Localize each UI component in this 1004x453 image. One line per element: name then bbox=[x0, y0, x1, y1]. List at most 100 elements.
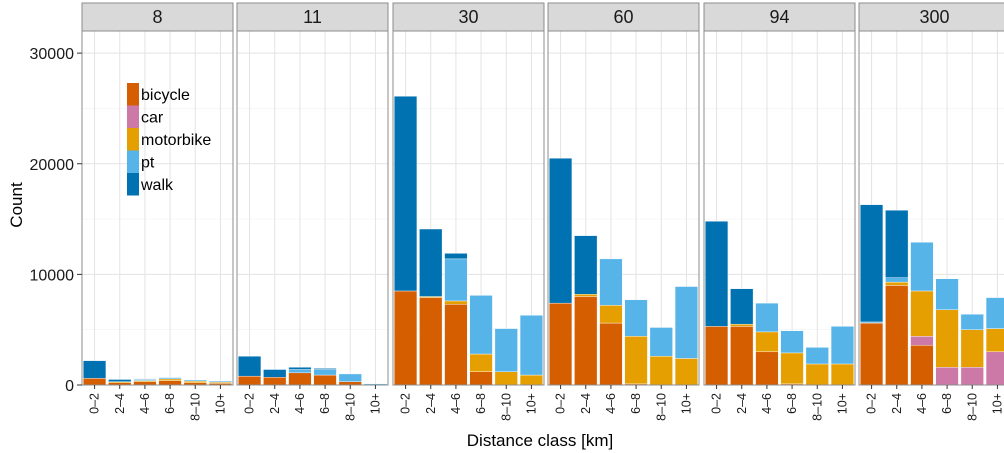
bar-bicycle-11-3 bbox=[313, 374, 337, 386]
bar-bicycle-60-2 bbox=[599, 322, 623, 386]
bar-walk-8-2 bbox=[133, 378, 157, 380]
bar-motorbike-8-4 bbox=[183, 380, 207, 383]
x-tick-label: 6–8 bbox=[474, 393, 488, 414]
bar-car-300-3 bbox=[935, 367, 959, 386]
bar-walk-94-0 bbox=[705, 221, 729, 327]
bar-walk-30-2 bbox=[444, 253, 468, 260]
bar-walk-11-1 bbox=[263, 369, 287, 378]
bar-motorbike-300-2 bbox=[910, 290, 934, 337]
panel-border bbox=[858, 30, 1004, 386]
bar-motorbike-300-4 bbox=[960, 329, 984, 368]
x-tick-label: 8–10 bbox=[965, 393, 979, 421]
bar-motorbike-94-2 bbox=[755, 331, 779, 353]
x-tick-label: 2–4 bbox=[890, 393, 904, 414]
bar-walk-300-1 bbox=[885, 210, 909, 278]
bar-motorbike-8-3 bbox=[158, 378, 182, 381]
bar-motorbike-60-2 bbox=[599, 305, 623, 324]
facet-strip bbox=[81, 2, 234, 32]
bar-pt-30-2 bbox=[444, 258, 468, 302]
bar-motorbike-30-5 bbox=[519, 374, 543, 386]
bar-motorbike-60-3 bbox=[624, 336, 648, 385]
bar-motorbike-60-4 bbox=[649, 356, 673, 386]
bar-pt-300-4 bbox=[960, 314, 984, 330]
y-tick-label: 30000 bbox=[30, 46, 75, 63]
panel-border bbox=[392, 30, 545, 386]
bar-bicycle-94-0 bbox=[705, 326, 729, 386]
bar-pt-94-3 bbox=[780, 330, 804, 354]
facet-strip bbox=[236, 2, 389, 32]
facet-panels: 8 0–2 2–4 4–6 6–8 8–10 10+ 11 0–2 2–4 4–6 6–8 8–10 10… bbox=[81, 2, 1004, 421]
x-tick-label: 0–2 bbox=[88, 393, 102, 414]
facet-panel-60: 60 0–2 2–4 4–6 6–8 8–10 10+ bbox=[547, 2, 700, 421]
legend-key-pt bbox=[127, 150, 139, 173]
bar-bicycle-94-1 bbox=[730, 326, 754, 386]
bar-bicycle-30-2 bbox=[444, 304, 468, 386]
x-tick-label: 10+ bbox=[213, 393, 227, 414]
x-tick-label: 4–6 bbox=[915, 393, 929, 414]
x-tick-label: 10+ bbox=[990, 393, 1004, 414]
facet-strip-label: 300 bbox=[919, 7, 949, 27]
bar-motorbike-30-4 bbox=[494, 371, 518, 386]
x-tick-label: 0–2 bbox=[710, 393, 724, 414]
x-tick-label: 6–8 bbox=[318, 393, 332, 414]
bar-motorbike-300-5 bbox=[985, 328, 1004, 353]
bar-pt-11-4 bbox=[338, 373, 362, 382]
bar-bicycle-60-0 bbox=[549, 302, 573, 386]
facet-strip bbox=[392, 2, 545, 32]
bar-pt-94-4 bbox=[805, 347, 829, 365]
x-tick-label: 0–2 bbox=[243, 393, 257, 414]
panel-background bbox=[237, 31, 388, 385]
x-axis-title: Distance class [km] bbox=[467, 431, 613, 450]
bar-pt-300-1 bbox=[885, 277, 909, 283]
facet-panel-300: 300 0–2 2–4 4–6 6–8 8–10 10+ bbox=[858, 2, 1004, 421]
bar-walk-8-1 bbox=[108, 379, 132, 382]
facet-strip-label: 30 bbox=[458, 7, 478, 27]
panel-background bbox=[82, 31, 233, 385]
x-tick-label: 8–10 bbox=[810, 393, 824, 421]
x-tick-label: 2–4 bbox=[579, 393, 593, 414]
bar-walk-30-1 bbox=[419, 228, 443, 297]
legend-key-walk bbox=[127, 173, 139, 196]
bar-bicycle-30-0 bbox=[394, 290, 418, 386]
bar-walk-8-0 bbox=[83, 360, 107, 379]
bar-car-300-4 bbox=[960, 367, 984, 386]
x-tick-label: 2–4 bbox=[268, 393, 282, 414]
x-tick-label: 0–2 bbox=[554, 393, 568, 414]
x-tick-label: 4–6 bbox=[760, 393, 774, 414]
facet-strip bbox=[703, 2, 856, 32]
legend-key-car bbox=[127, 105, 139, 128]
bar-motorbike-30-2 bbox=[444, 300, 468, 305]
bar-pt-300-3 bbox=[935, 278, 959, 310]
legend-key-motorbike bbox=[127, 128, 139, 151]
bar-pt-8-4 bbox=[183, 379, 207, 382]
x-tick-label: 4–6 bbox=[138, 393, 152, 414]
x-tick-label: 8–10 bbox=[654, 393, 668, 421]
facet-panel-94: 94 0–2 2–4 4–6 6–8 8–10 10+ bbox=[703, 2, 856, 421]
bar-pt-30-4 bbox=[494, 328, 518, 372]
bar-bicycle-94-2 bbox=[755, 351, 779, 386]
bar-bicycle-60-1 bbox=[574, 296, 598, 386]
panel-border bbox=[81, 30, 234, 386]
bar-walk-30-0 bbox=[394, 96, 418, 292]
y-tick-label: 0 bbox=[65, 378, 74, 395]
facet-panel-11: 11 0–2 2–4 4–6 6–8 8–10 10+ bbox=[236, 2, 389, 421]
x-tick-label: 2–4 bbox=[424, 393, 438, 414]
x-tick-label: 8–10 bbox=[499, 393, 513, 421]
bar-motorbike-94-1 bbox=[730, 323, 754, 327]
bar-walk-300-0 bbox=[860, 204, 884, 323]
panel-background bbox=[548, 31, 699, 385]
x-tick-label: 2–4 bbox=[113, 393, 127, 414]
x-tick-label: 6–8 bbox=[163, 393, 177, 414]
facet-strip-label: 11 bbox=[303, 7, 322, 27]
bar-walk-11-0 bbox=[238, 356, 262, 377]
x-tick-label: 6–8 bbox=[940, 393, 954, 414]
x-tick-label: 6–8 bbox=[629, 393, 643, 414]
bar-motorbike-300-3 bbox=[935, 309, 959, 368]
y-tick-label: 10000 bbox=[30, 267, 75, 284]
bar-walk-11-3 bbox=[313, 368, 337, 370]
x-tick-label: 0–2 bbox=[865, 393, 879, 414]
bar-bicycle-300-1 bbox=[885, 285, 909, 386]
bar-pt-8-5 bbox=[208, 380, 232, 383]
bar-motorbike-94-5 bbox=[830, 363, 854, 386]
